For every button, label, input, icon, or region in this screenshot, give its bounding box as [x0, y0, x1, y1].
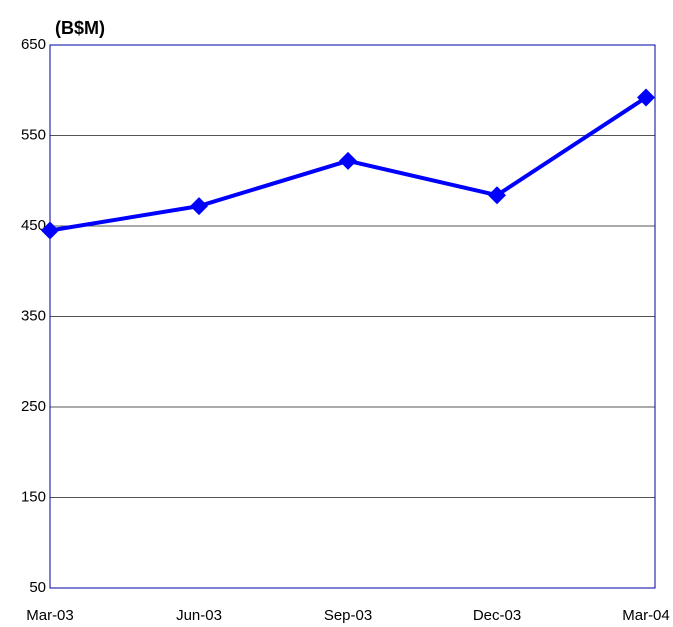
y-tick-label: 50: [29, 579, 46, 596]
y-tick-label: 250: [21, 398, 46, 415]
data-point: [339, 151, 357, 170]
chart-title: (B$M): [55, 18, 105, 38]
y-tick-label: 150: [21, 488, 46, 505]
x-tick-label: Dec-03: [473, 607, 521, 624]
x-tick-label: Jun-03: [176, 607, 222, 624]
x-tick-label: Mar-03: [26, 607, 74, 624]
x-tick-label: Mar-04: [622, 607, 670, 624]
plot-border: [49, 44, 656, 589]
data-point: [488, 186, 506, 205]
x-tick-label: Sep-03: [324, 607, 372, 624]
y-tick-label: 350: [21, 307, 46, 324]
data-point: [637, 88, 655, 107]
y-tick-label: 450: [21, 217, 46, 234]
data-point: [41, 221, 59, 240]
y-tick-label: 650: [21, 36, 46, 53]
y-tick-label: 550: [21, 126, 46, 143]
data-point: [190, 197, 208, 216]
